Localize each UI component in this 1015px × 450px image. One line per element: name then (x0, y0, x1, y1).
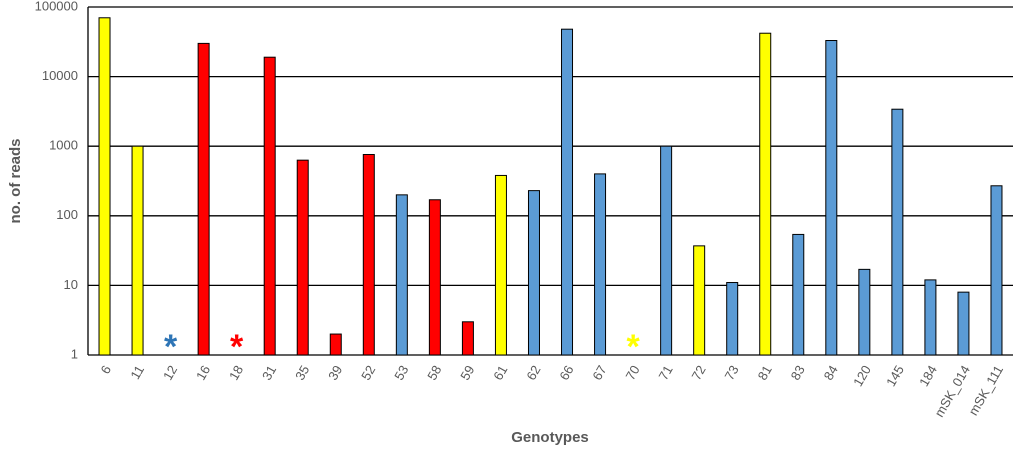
bar (561, 28, 574, 356)
bar (494, 174, 507, 356)
bar (594, 173, 607, 356)
bar (726, 282, 739, 356)
x-tick-label: 73 (722, 363, 742, 383)
x-tick-label: 81 (755, 363, 775, 383)
x-tick-label: 39 (325, 363, 345, 383)
y-axis-title: no. of reads (7, 138, 24, 223)
x-tick-label: 6 (97, 363, 114, 377)
x-tick-label: 145 (883, 363, 907, 389)
y-tick-label: 10 (64, 277, 78, 292)
bar (825, 40, 838, 356)
bar (98, 17, 111, 356)
x-tick-label: 61 (490, 363, 510, 383)
x-tick-label: 12 (160, 363, 180, 383)
x-tick-label: 31 (259, 363, 279, 383)
missing-marker: * (230, 328, 244, 366)
y-tick-label: 100000 (35, 0, 78, 13)
bar (197, 42, 210, 356)
x-tick-label: 18 (226, 363, 246, 383)
bar (891, 108, 904, 356)
x-tick-label: 35 (292, 363, 312, 383)
x-tick-label: 72 (689, 363, 709, 383)
bar (296, 159, 309, 356)
x-tick-label: 16 (193, 363, 213, 383)
bar (131, 145, 144, 356)
bar (990, 185, 1003, 356)
bar (428, 199, 441, 356)
y-tick-label: 1 (71, 346, 78, 361)
x-tick-label: 58 (424, 363, 444, 383)
bar (957, 291, 970, 356)
x-tick-label: 70 (622, 363, 642, 383)
x-tick-label: 83 (788, 363, 808, 383)
bar (395, 194, 408, 356)
x-tick-label: 53 (391, 363, 411, 383)
missing-marker: * (626, 328, 640, 366)
bar (461, 321, 474, 356)
bar (263, 56, 276, 356)
x-tick-label: 120 (850, 363, 874, 389)
x-tick-label: 52 (358, 363, 378, 383)
missing-marker: * (164, 328, 178, 366)
x-tick-label: 59 (457, 363, 477, 383)
bar (858, 268, 871, 356)
bar (792, 233, 805, 356)
x-tick-label: 71 (655, 363, 675, 383)
bar (362, 153, 375, 356)
x-tick-label: 62 (523, 363, 543, 383)
bar (924, 279, 937, 356)
x-axis-title: Genotypes (511, 429, 589, 446)
x-tick-label: 11 (127, 363, 147, 382)
x-tick-label: 184 (916, 363, 940, 389)
x-tick-label: 66 (556, 363, 576, 383)
y-tick-label: 10000 (42, 68, 78, 83)
y-tick-label: 1000 (49, 138, 78, 153)
bar (759, 32, 772, 356)
x-tick-label: 84 (821, 363, 841, 383)
bar (660, 145, 673, 356)
bar (527, 190, 540, 356)
y-tick-label: 100 (56, 207, 78, 222)
bar (693, 245, 706, 356)
bar (329, 333, 342, 356)
x-tick-label: 67 (589, 363, 609, 383)
